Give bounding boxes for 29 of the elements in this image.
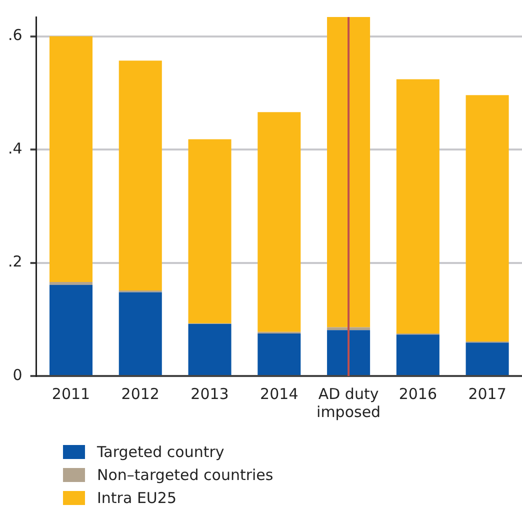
y-tick-label: .2 — [8, 252, 22, 271]
x-tick-label: 2011 — [52, 384, 90, 403]
x-tick-label: 2017 — [468, 384, 506, 403]
bar — [396, 79, 440, 334]
y-tick-label: 0 — [12, 366, 22, 384]
x-tick-label: 2012 — [121, 384, 160, 403]
bar — [466, 95, 509, 342]
legend-label: Non–targeted countries — [97, 466, 274, 484]
bar — [188, 324, 232, 375]
x-tick-label: 2016 — [398, 384, 438, 403]
y-tick-label: .4 — [8, 139, 22, 158]
x-tick-label: 2013 — [190, 384, 229, 403]
bar — [49, 282, 93, 285]
bar — [258, 334, 301, 375]
y-tick-label: .6 — [8, 26, 22, 44]
bar — [327, 330, 370, 375]
legend-label: Targeted country — [97, 442, 224, 460]
x-tick-label: AD duty imposed — [316, 384, 381, 421]
bar — [466, 342, 509, 375]
bar — [258, 112, 301, 332]
bar — [118, 292, 162, 375]
bar — [327, 17, 370, 328]
bar — [49, 284, 93, 375]
bar — [396, 334, 440, 375]
bar — [49, 36, 93, 282]
bar — [118, 60, 162, 290]
bar — [188, 139, 232, 324]
legend-label: Intra EU25 — [97, 488, 176, 506]
x-tick-label: 2014 — [260, 384, 298, 403]
